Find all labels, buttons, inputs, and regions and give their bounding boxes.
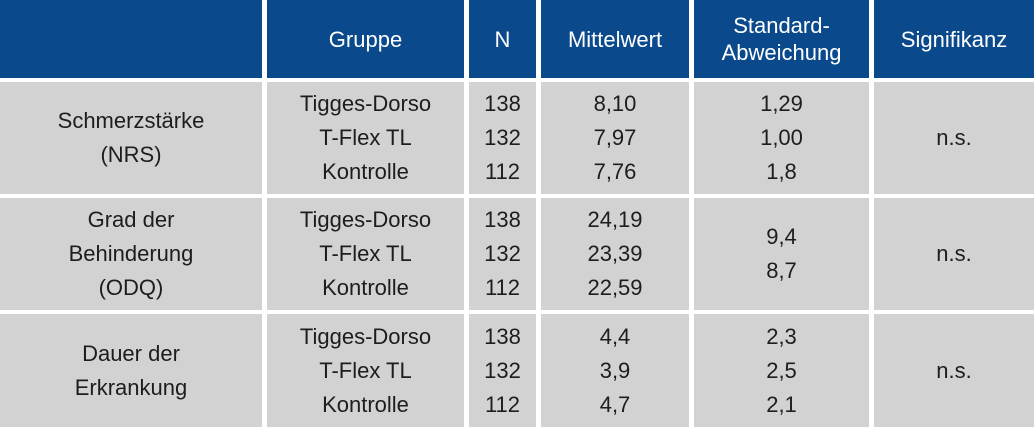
gruppe-line: T-Flex TL	[319, 357, 412, 383]
param-cell-erkrankung: Dauer der Erkrankung	[0, 314, 262, 427]
std-value: 9,4	[766, 224, 797, 249]
std-value: 8,7	[766, 258, 797, 283]
n-cell: 138 132 112	[469, 82, 536, 194]
n-cell: 138 132 112	[469, 198, 536, 310]
std-value: 2,3	[766, 323, 797, 349]
n-value: 138	[484, 91, 521, 116]
signifikanz-cell: n.s.	[874, 82, 1034, 194]
signifikanz-value: n.s.	[936, 241, 972, 266]
gruppe-cell: Tigges-Dorso T-Flex TL Kontrolle	[267, 198, 464, 310]
std-cell: 1,29 1,00 1,8	[694, 82, 869, 194]
mittelwert-cell: 24,19 23,39 22,59	[541, 198, 689, 310]
n-value: 138	[484, 323, 521, 349]
n-value: 112	[484, 275, 521, 300]
mittelwert-value: 7,76	[593, 159, 637, 184]
param-line: Dauer der	[82, 340, 180, 366]
param-line: Behinderung	[68, 241, 194, 266]
std-cell: 2,3 2,5 2,1	[694, 314, 869, 427]
param-line: Schmerzstärke	[57, 108, 205, 133]
gruppe-line: T-Flex TL	[319, 241, 412, 266]
param-line: (ODQ)	[98, 275, 164, 300]
mittelwert-value: 22,59	[587, 275, 643, 300]
gruppe-line: Tigges-Dorso	[299, 207, 432, 232]
std-value: 2,1	[766, 391, 797, 417]
header-n: N	[469, 0, 536, 78]
std-value: 1,00	[760, 125, 803, 150]
n-value: 112	[484, 391, 521, 417]
signifikanz-cell: n.s.	[874, 198, 1034, 310]
header-mittelwert: Mittelwert	[541, 0, 689, 78]
gruppe-line: Kontrolle	[322, 391, 409, 417]
param-cell-schmerzstaerke: Schmerzstärke (NRS)	[0, 82, 262, 194]
mittelwert-value: 4,4	[599, 323, 631, 349]
header-parameter-empty	[0, 0, 262, 78]
gruppe-cell: Tigges-Dorso T-Flex TL Kontrolle	[267, 314, 464, 427]
gruppe-line: Tigges-Dorso	[299, 91, 432, 116]
mittelwert-value: 3,9	[599, 357, 631, 383]
signifikanz-value: n.s.	[936, 357, 972, 383]
std-value: 2,5	[766, 357, 797, 383]
mittelwert-value: 24,19	[587, 207, 643, 232]
header-signifikanz: Signifikanz	[874, 0, 1034, 78]
std-value: 1,29	[760, 91, 803, 116]
param-line: (NRS)	[100, 142, 162, 167]
n-value: 112	[484, 159, 521, 184]
n-cell: 138 132 112	[469, 314, 536, 427]
header-standard-abweichung: Standard- Abweichung	[694, 0, 869, 78]
gruppe-line: Tigges-Dorso	[299, 323, 432, 349]
param-cell-behinderung: Grad der Behinderung (ODQ)	[0, 198, 262, 310]
mittelwert-value: 4,7	[599, 391, 631, 417]
mittelwert-value: 8,10	[593, 91, 637, 116]
std-cell: 9,4 8,7	[694, 198, 869, 310]
mittelwert-value: 23,39	[587, 241, 643, 266]
param-line: Erkrankung	[74, 374, 188, 400]
mittelwert-cell: 4,4 3,9 4,7	[541, 314, 689, 427]
header-gruppe: Gruppe	[267, 0, 464, 78]
n-value: 132	[484, 125, 521, 150]
gruppe-line: Kontrolle	[322, 159, 409, 184]
gruppe-cell: Tigges-Dorso T-Flex TL Kontrolle	[267, 82, 464, 194]
gruppe-line: T-Flex TL	[319, 125, 412, 150]
std-value: 1,8	[766, 159, 797, 184]
n-value: 138	[484, 207, 521, 232]
param-line: Grad der	[87, 207, 175, 232]
signifikanz-value: n.s.	[936, 125, 972, 150]
signifikanz-cell: n.s.	[874, 314, 1034, 427]
mittelwert-cell: 8,10 7,97 7,76	[541, 82, 689, 194]
mittelwert-value: 7,97	[593, 125, 637, 150]
n-value: 132	[484, 241, 521, 266]
gruppe-line: Kontrolle	[322, 275, 409, 300]
n-value: 132	[484, 357, 521, 383]
